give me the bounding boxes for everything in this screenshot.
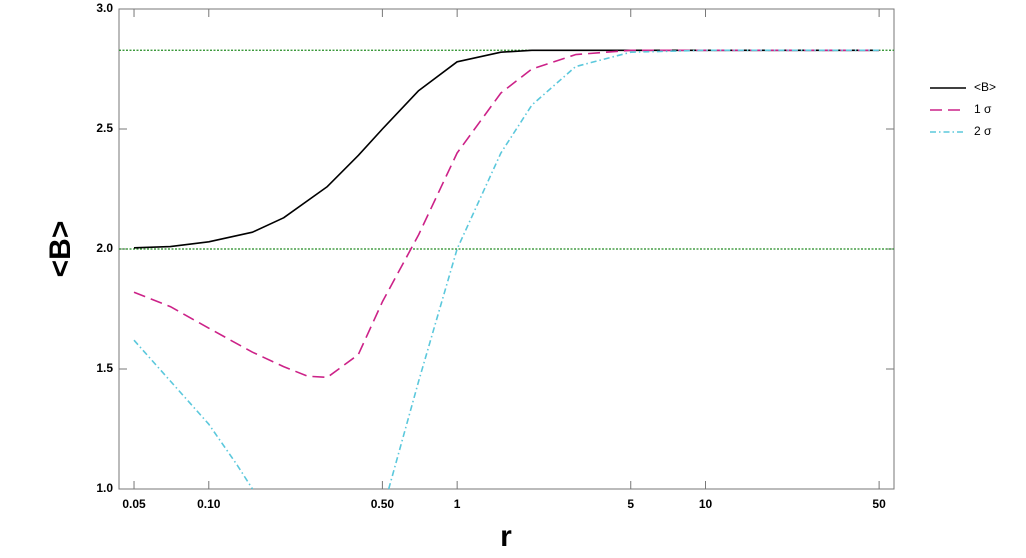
x-tick-label: 0.05	[122, 497, 146, 511]
y-tick-label: 2.5	[96, 121, 113, 135]
x-tick-label: 0.10	[197, 497, 221, 511]
legend-label: 1 σ	[974, 102, 992, 116]
x-axis-title: r	[500, 520, 512, 553]
y-tick-label: 1.0	[96, 481, 113, 495]
x-tick-label: 0.50	[371, 497, 395, 511]
series-line	[133, 49, 880, 379]
x-tick-label: 10	[699, 497, 713, 511]
x-tick-label: 50	[872, 497, 886, 511]
series-line	[133, 49, 880, 490]
legend-label: <B>	[974, 80, 996, 94]
y-axis-title: <B>	[44, 221, 77, 278]
y-tick-label: 2.0	[96, 241, 113, 255]
y-tick-label: 1.5	[96, 361, 113, 375]
series-line	[133, 49, 880, 249]
y-tick-label: 3.0	[96, 1, 113, 15]
x-tick-label: 5	[627, 497, 634, 511]
x-tick-label: 1	[454, 497, 461, 511]
legend-label: 2 σ	[974, 124, 992, 138]
